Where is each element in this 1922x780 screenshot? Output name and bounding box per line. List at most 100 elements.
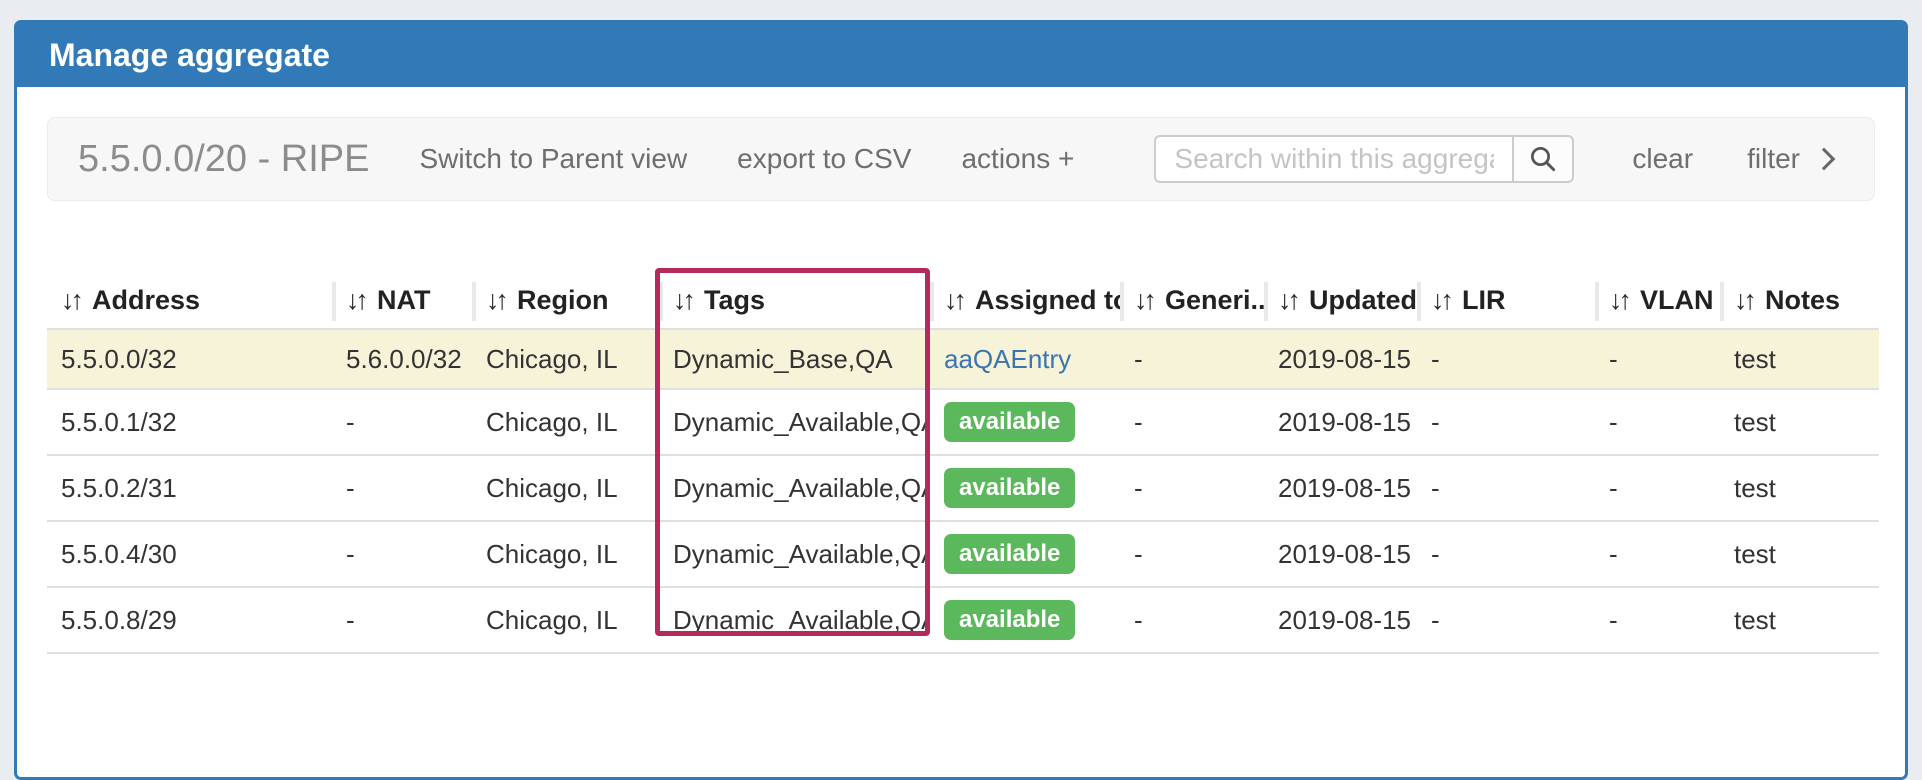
- aggregate-table: ↓↑ Address ↓↑ NAT ↓↑ Region ↓↑ Tags ↓↑ Assign…: [47, 273, 1879, 654]
- cell-generic: -: [1120, 454, 1264, 521]
- switch-parent-view-link[interactable]: Switch to Parent view: [419, 143, 688, 174]
- cell-region: Chicago, IL: [472, 388, 659, 455]
- cell-lir: -: [1417, 586, 1595, 654]
- sort-icon: ↓↑: [1609, 285, 1632, 315]
- cell-assigned-to: available: [930, 454, 1120, 521]
- table-row[interactable]: 5.5.0.4/30 - Chicago, IL Dynamic_Availab…: [47, 520, 1879, 587]
- cell-nat: -: [332, 454, 472, 521]
- cell-updated: 2019-08-15: [1264, 520, 1417, 587]
- cell-nat: 5.6.0.0/32: [332, 328, 472, 389]
- column-label: Updated: [1309, 285, 1417, 315]
- cell-address: 5.5.0.8/29: [47, 586, 332, 654]
- cell-assigned-to: available: [930, 388, 1120, 455]
- sort-icon: ↓↑: [61, 285, 84, 315]
- column-label: Generi...: [1165, 285, 1264, 315]
- column-header-updated[interactable]: ↓↑ Updated: [1264, 273, 1417, 329]
- column-header-vlan[interactable]: ↓↑ VLAN: [1595, 273, 1720, 329]
- cell-notes: test: [1720, 388, 1879, 455]
- sort-icon: ↓↑: [1431, 285, 1454, 315]
- status-badge: available: [944, 402, 1076, 442]
- column-header-nat[interactable]: ↓↑ NAT: [332, 273, 472, 329]
- cell-region: Chicago, IL: [472, 328, 659, 389]
- cell-lir: -: [1417, 328, 1595, 389]
- cell-assigned-to: available: [930, 520, 1120, 587]
- table-row[interactable]: 5.5.0.1/32 - Chicago, IL Dynamic_Availab…: [47, 388, 1879, 455]
- column-label: Assigned to: [975, 285, 1120, 315]
- aggregate-table-wrap: ↓↑ Address ↓↑ NAT ↓↑ Region ↓↑ Tags ↓↑ Assign…: [47, 273, 1879, 654]
- column-header-region[interactable]: ↓↑ Region: [472, 273, 659, 329]
- search-input[interactable]: [1154, 135, 1513, 183]
- sort-icon: ↓↑: [1734, 285, 1757, 315]
- status-badge: available: [944, 534, 1076, 574]
- cell-updated: 2019-08-15: [1264, 586, 1417, 654]
- cell-vlan: -: [1595, 388, 1720, 455]
- cell-vlan: -: [1595, 520, 1720, 587]
- column-header-address[interactable]: ↓↑ Address: [47, 273, 332, 329]
- sort-icon: ↓↑: [486, 285, 509, 315]
- cell-updated: 2019-08-15: [1264, 388, 1417, 455]
- cell-tags: Dynamic_Base,QA: [659, 328, 930, 389]
- cell-tags: Dynamic_Available,QA: [659, 520, 930, 587]
- search-group: [1154, 135, 1575, 183]
- cell-generic: -: [1120, 520, 1264, 587]
- column-header-tags[interactable]: ↓↑ Tags: [659, 273, 930, 329]
- column-header-generic[interactable]: ↓↑ Generi...: [1120, 273, 1264, 329]
- cell-tags: Dynamic_Available,QA: [659, 388, 930, 455]
- table-row[interactable]: 5.5.0.8/29 - Chicago, IL Dynamic_Availab…: [47, 586, 1879, 654]
- column-label: Address: [92, 285, 201, 315]
- column-label: Notes: [1765, 285, 1841, 315]
- search-icon: [1531, 147, 1556, 172]
- filter-label: filter: [1747, 143, 1800, 174]
- aggregate-toolbar: 5.5.0.0/20 - RIPE Switch to Parent view …: [47, 117, 1875, 201]
- column-header-notes[interactable]: ↓↑ Notes: [1720, 273, 1879, 329]
- aggregate-title: 5.5.0.0/20 - RIPE: [78, 137, 370, 180]
- cell-notes: test: [1720, 520, 1879, 587]
- cell-assigned-to: available: [930, 586, 1120, 654]
- status-badge: available: [944, 600, 1076, 640]
- sort-icon: ↓↑: [346, 285, 369, 315]
- filter-link[interactable]: filter: [1747, 143, 1836, 175]
- cell-vlan: -: [1595, 586, 1720, 654]
- actions-menu-button[interactable]: actions +: [961, 143, 1075, 174]
- cell-vlan: -: [1595, 328, 1720, 389]
- column-label: NAT: [377, 285, 431, 315]
- page-title: Manage aggregate: [49, 36, 330, 73]
- table-row[interactable]: 5.5.0.2/31 - Chicago, IL Dynamic_Availab…: [47, 454, 1879, 521]
- cell-vlan: -: [1595, 454, 1720, 521]
- chevron-right-icon: [1812, 147, 1836, 171]
- cell-address: 5.5.0.0/32: [47, 328, 332, 389]
- sort-icon: ↓↑: [1278, 285, 1301, 315]
- column-header-assigned-to[interactable]: ↓↑ Assigned to: [930, 273, 1120, 329]
- export-csv-link[interactable]: export to CSV: [737, 143, 912, 174]
- cell-nat: -: [332, 520, 472, 587]
- assigned-entry-link[interactable]: aaQAEntry: [944, 344, 1072, 374]
- cell-lir: -: [1417, 454, 1595, 521]
- clear-link[interactable]: clear: [1632, 143, 1694, 174]
- sort-icon: ↓↑: [944, 285, 967, 315]
- status-badge: available: [944, 468, 1076, 508]
- cell-notes: test: [1720, 586, 1879, 654]
- column-header-lir[interactable]: ↓↑ LIR: [1417, 273, 1595, 329]
- sort-icon: ↓↑: [1134, 285, 1157, 315]
- cell-region: Chicago, IL: [472, 454, 659, 521]
- cell-region: Chicago, IL: [472, 586, 659, 654]
- cell-generic: -: [1120, 586, 1264, 654]
- search-button[interactable]: [1512, 135, 1575, 183]
- table-row[interactable]: 5.5.0.0/32 5.6.0.0/32 Chicago, IL Dynami…: [47, 328, 1879, 389]
- column-label: LIR: [1462, 285, 1506, 315]
- panel-header: Manage aggregate: [17, 23, 1905, 87]
- cell-address: 5.5.0.1/32: [47, 388, 332, 455]
- cell-updated: 2019-08-15: [1264, 328, 1417, 389]
- cell-updated: 2019-08-15: [1264, 454, 1417, 521]
- manage-aggregate-panel: Manage aggregate 5.5.0.0/20 - RIPE Switc…: [14, 20, 1908, 780]
- cell-lir: -: [1417, 520, 1595, 587]
- cell-region: Chicago, IL: [472, 520, 659, 587]
- panel-body: 5.5.0.0/20 - RIPE Switch to Parent view …: [17, 87, 1905, 684]
- cell-notes: test: [1720, 454, 1879, 521]
- column-label: Tags: [704, 285, 766, 315]
- cell-tags: Dynamic_Available,QA: [659, 454, 930, 521]
- cell-generic: -: [1120, 328, 1264, 389]
- cell-notes: test: [1720, 328, 1879, 389]
- column-label: VLAN: [1640, 285, 1714, 315]
- sort-icon: ↓↑: [673, 285, 696, 315]
